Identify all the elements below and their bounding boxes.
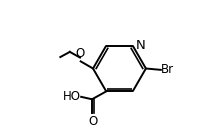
Text: O: O [75, 47, 85, 60]
Text: O: O [88, 115, 98, 128]
Text: HO: HO [62, 90, 81, 103]
Text: N: N [136, 39, 145, 52]
Text: Br: Br [161, 63, 174, 76]
